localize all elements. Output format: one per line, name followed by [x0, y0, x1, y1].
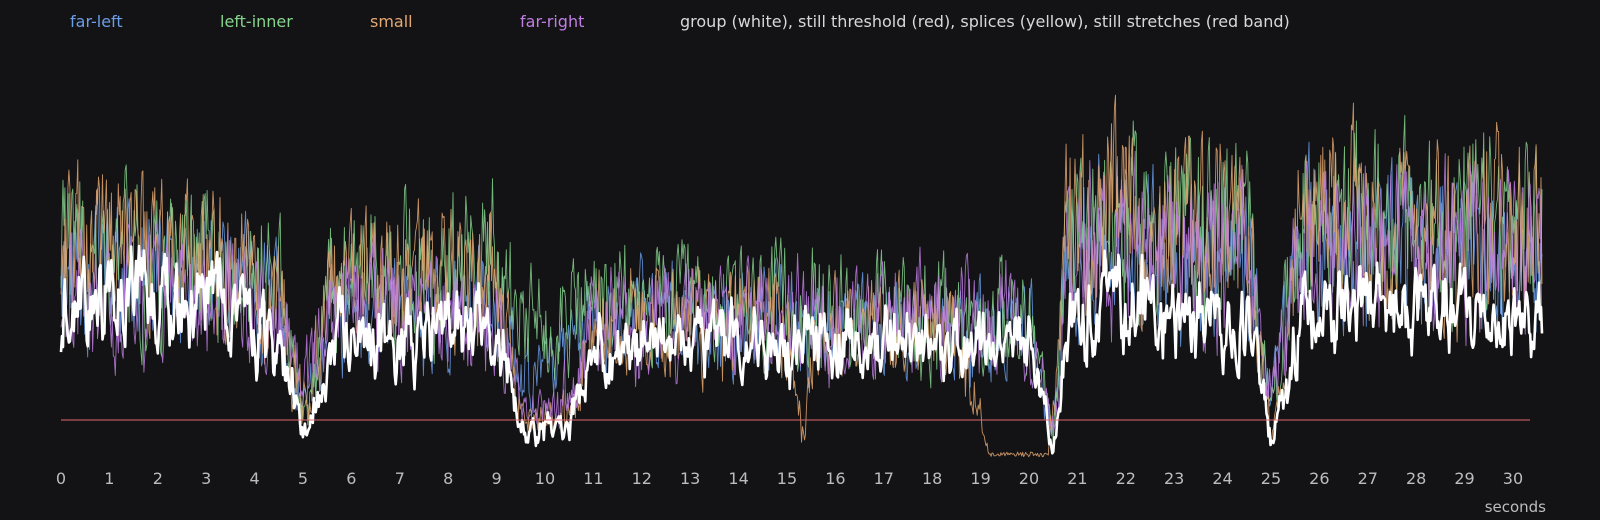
- x-tick-label: 8: [443, 469, 453, 488]
- legend-item-far-left: far-left: [70, 12, 123, 31]
- legend-item-small: small: [370, 12, 413, 31]
- x-tick-label: 3: [201, 469, 211, 488]
- legend-item-far-right: far-right: [520, 12, 584, 31]
- x-tick-label: 5: [298, 469, 308, 488]
- x-tick-label: 24: [1212, 469, 1232, 488]
- legend: far-left left-inner small far-right: [70, 12, 584, 31]
- series-line-group: [59, 244, 1544, 455]
- x-tick-label: 20: [1019, 469, 1039, 488]
- x-axis-ticks: 0 1 2 3 4 5 6 7 8 9 10 11 12 13 14 15 16 17 18 19 20 21 22 23 24…: [56, 469, 1523, 488]
- x-tick-label: 13: [680, 469, 700, 488]
- chart-annotation: group (white), still threshold (red), sp…: [680, 12, 1290, 31]
- legend-item-left-inner: left-inner: [220, 12, 293, 31]
- series-layer: [59, 94, 1544, 458]
- x-tick-label: 2: [153, 469, 163, 488]
- x-tick-label: 16: [825, 469, 845, 488]
- x-tick-label: 1: [104, 469, 114, 488]
- x-tick-label: 6: [346, 469, 356, 488]
- x-tick-label: 23: [1164, 469, 1184, 488]
- x-tick-label: 28: [1406, 469, 1426, 488]
- x-tick-label: 25: [1261, 469, 1281, 488]
- x-tick-label: 26: [1309, 469, 1329, 488]
- x-tick-label: 29: [1454, 469, 1474, 488]
- x-tick-label: 12: [632, 469, 652, 488]
- x-axis-title: seconds: [1485, 498, 1546, 516]
- series-line-far-right: [60, 150, 1543, 435]
- x-tick-label: 11: [583, 469, 603, 488]
- x-tick-label: 10: [535, 469, 555, 488]
- x-tick-label: 19: [970, 469, 990, 488]
- x-tick-label: 14: [728, 469, 748, 488]
- x-tick-label: 15: [777, 469, 797, 488]
- x-tick-label: 4: [250, 469, 260, 488]
- x-tick-label: 22: [1116, 469, 1136, 488]
- x-tick-label: 9: [491, 469, 501, 488]
- x-tick-label: 27: [1358, 469, 1378, 488]
- x-tick-label: 0: [56, 469, 66, 488]
- x-tick-label: 21: [1067, 469, 1087, 488]
- x-tick-label: 18: [922, 469, 942, 488]
- x-tick-label: 17: [874, 469, 894, 488]
- x-tick-label: 7: [395, 469, 405, 488]
- series-line-small: [60, 94, 1543, 458]
- x-tick-label: 30: [1503, 469, 1523, 488]
